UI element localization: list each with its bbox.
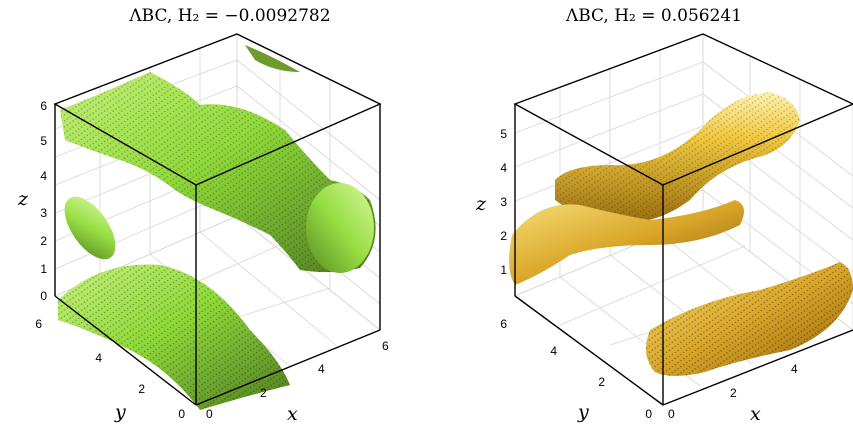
z-tick-label: 2 (40, 234, 47, 248)
z-tick-label: 1 (40, 262, 47, 276)
y-tick-label: 0 (178, 407, 185, 421)
x-tick-label: 4 (318, 362, 325, 376)
y-tick-label: 6 (35, 317, 42, 331)
z-tick-label: 0 (40, 289, 47, 303)
x-axis-label: x (287, 403, 298, 425)
panel-right: ΛBC, H₂ = 0.056241 (475, 6, 853, 425)
right-box (513, 33, 853, 406)
left-z-ticks: 0 1 2 3 4 5 6 (40, 99, 47, 303)
x-tick-label: 2 (260, 386, 267, 400)
x-tick-label: 0 (668, 407, 675, 421)
x-axis-label: x (750, 403, 761, 425)
left-box (53, 33, 382, 406)
z-tick-label: 3 (500, 195, 507, 209)
left-y-ticks: 6 4 2 0 (35, 317, 185, 421)
z-tick-label: 2 (500, 229, 507, 243)
z-tick-label: 4 (500, 161, 507, 175)
panel-left: ΛBC, H₂ = −0.0092782 (17, 6, 389, 425)
z-axis-label: z (475, 193, 487, 215)
right-x-ticks: 0 2 4 (668, 362, 798, 421)
y-axis-label: y (114, 401, 126, 423)
right-z-ticks: 1 2 3 4 5 (500, 127, 507, 277)
panel-left-title: ΛBC, H₂ = −0.0092782 (128, 6, 330, 26)
y-tick-label: 2 (598, 375, 605, 389)
left-isosurface (58, 45, 376, 410)
z-tick-label: 4 (40, 169, 47, 183)
y-tick-label: 0 (645, 407, 652, 421)
x-tick-label: 6 (382, 339, 389, 353)
z-tick-label: 5 (40, 134, 47, 148)
y-tick-label: 6 (500, 317, 507, 331)
x-tick-label: 2 (730, 386, 737, 400)
x-tick-label: 0 (206, 407, 213, 421)
left-x-ticks: 0 2 4 6 (206, 339, 389, 421)
right-y-ticks: 6 4 2 0 (500, 317, 652, 421)
x-tick-label: 4 (791, 362, 798, 376)
y-axis-label: y (577, 401, 589, 423)
z-tick-label: 1 (500, 263, 507, 277)
z-tick-label: 6 (40, 99, 47, 113)
y-tick-label: 4 (550, 344, 557, 358)
panel-right-title: ΛBC, H₂ = 0.056241 (565, 6, 742, 26)
right-isosurface (509, 92, 853, 376)
y-tick-label: 2 (138, 382, 145, 396)
y-tick-label: 4 (95, 351, 102, 365)
z-tick-label: 3 (40, 206, 47, 220)
z-axis-label: z (17, 188, 29, 210)
z-tick-label: 5 (500, 127, 507, 141)
